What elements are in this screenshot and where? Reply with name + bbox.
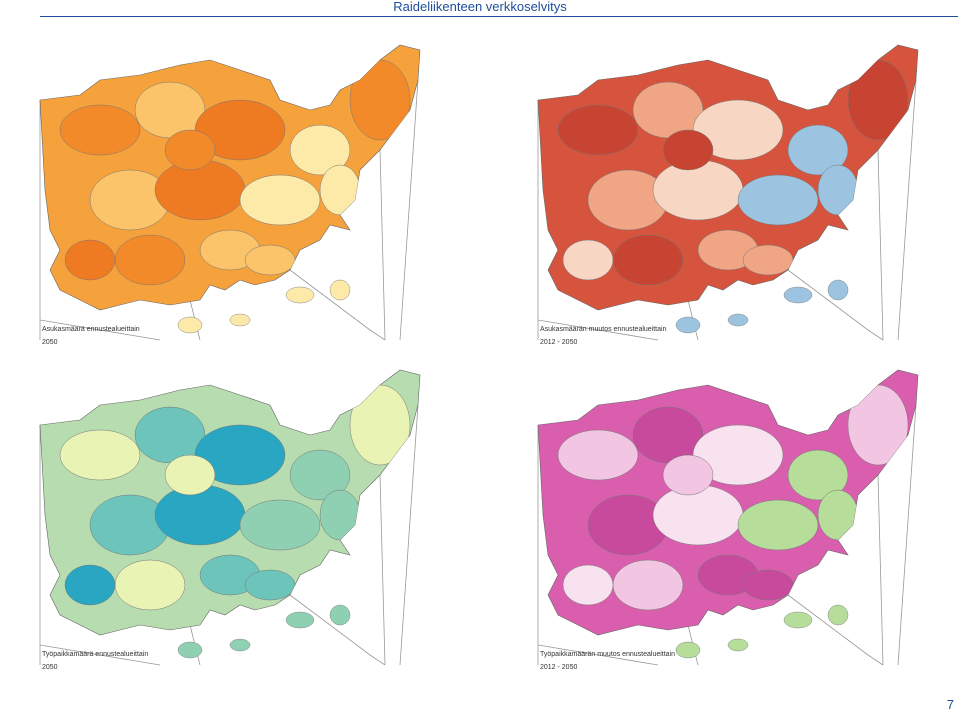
map: Työpaikkamäärän muutos ennustealueittain… — [537, 369, 919, 671]
zone — [289, 449, 351, 501]
zone — [612, 559, 684, 611]
island — [783, 286, 813, 304]
island — [727, 313, 749, 327]
zone — [239, 499, 321, 551]
zone-fills — [59, 59, 411, 286]
zone — [239, 174, 321, 226]
zone — [244, 569, 296, 601]
island — [675, 316, 701, 334]
zone — [319, 164, 361, 216]
zone — [787, 449, 849, 501]
zone — [164, 454, 216, 496]
zone — [194, 99, 286, 161]
zone — [134, 81, 206, 139]
header-rule — [40, 16, 958, 17]
zone — [244, 244, 296, 276]
island — [329, 604, 351, 626]
zone — [787, 124, 849, 176]
island — [675, 641, 701, 659]
map-period: 2050 — [42, 339, 58, 346]
header-title: Raideliikenteen verkkoselvitys — [393, 0, 567, 14]
island — [229, 638, 251, 652]
island — [827, 604, 849, 626]
zone — [652, 484, 744, 546]
map-caption: Asukasmäärä ennustealueittain — [42, 326, 140, 333]
zone — [612, 234, 684, 286]
zone — [154, 484, 246, 546]
island — [229, 313, 251, 327]
map-caption: Työpaikkamäärä ennustealueittain — [42, 651, 148, 658]
zone — [652, 159, 744, 221]
zone — [349, 384, 411, 466]
zone — [194, 424, 286, 486]
zone — [662, 129, 714, 171]
zone — [59, 429, 141, 481]
zone — [114, 559, 186, 611]
page-number: 7 — [946, 697, 954, 712]
island — [827, 279, 849, 301]
island — [177, 641, 203, 659]
island — [285, 611, 315, 629]
zone — [632, 81, 704, 139]
zone — [164, 129, 216, 171]
island — [177, 316, 203, 334]
zone — [817, 164, 859, 216]
zone — [64, 564, 116, 606]
zone — [562, 564, 614, 606]
zone — [847, 384, 909, 466]
zone — [692, 99, 784, 161]
island — [329, 279, 351, 301]
map: Asukasmäärän muutos ennustealueittain 201… — [537, 44, 919, 346]
zone — [134, 406, 206, 464]
zone — [562, 239, 614, 281]
zone — [59, 104, 141, 156]
zone — [349, 59, 411, 141]
zone — [737, 499, 819, 551]
map: Työpaikkamäärä ennustealueittain 2050 — [39, 369, 421, 671]
zone — [289, 124, 351, 176]
zone — [692, 424, 784, 486]
island — [783, 611, 813, 629]
zone — [847, 59, 909, 141]
zone — [817, 489, 859, 541]
zone — [114, 234, 186, 286]
zone-fills — [59, 384, 411, 611]
zone-fills — [557, 59, 909, 286]
map-caption: Työpaikkamäärän muutos ennustealueittain — [540, 651, 675, 658]
zone — [557, 104, 639, 156]
zone — [742, 244, 794, 276]
map-period: 2012 - 2050 — [540, 339, 577, 346]
map: Asukasmäärä ennustealueittain 2050 — [39, 44, 421, 346]
map-period: 2050 — [42, 664, 58, 671]
zone — [737, 174, 819, 226]
zone — [662, 454, 714, 496]
zone — [742, 569, 794, 601]
island — [285, 286, 315, 304]
zone — [64, 239, 116, 281]
zone-fills — [557, 384, 909, 611]
zone — [557, 429, 639, 481]
zone — [319, 489, 361, 541]
zone — [154, 159, 246, 221]
island — [727, 638, 749, 652]
zone — [632, 406, 704, 464]
map-period: 2012 - 2050 — [540, 664, 577, 671]
map-caption: Asukasmäärän muutos ennustealueittain — [540, 326, 667, 333]
